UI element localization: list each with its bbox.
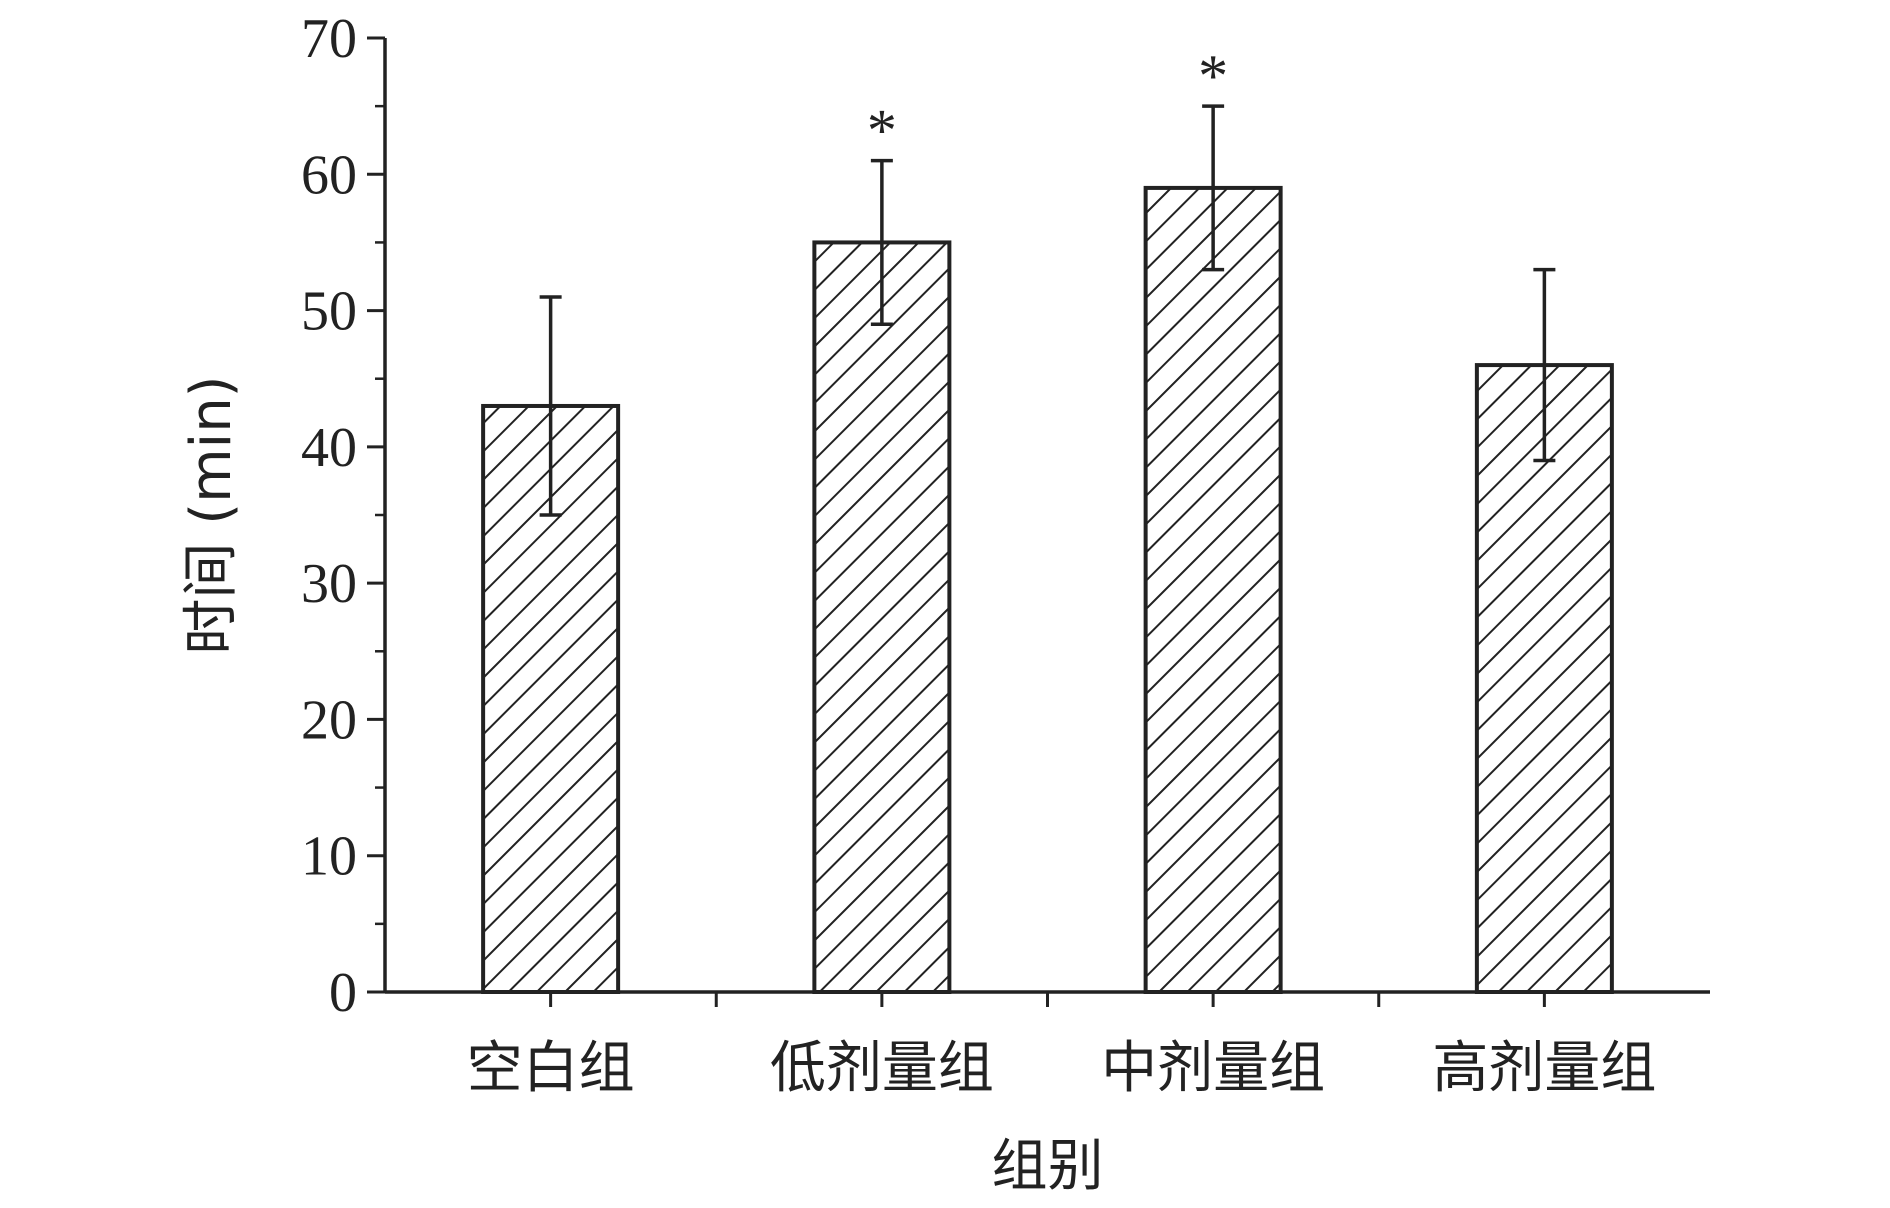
y-tick-label-1: 0: [329, 962, 357, 1024]
x-axis-title: 组别: [992, 1134, 1104, 1199]
x-tick-label-1: 空白组: [467, 1036, 635, 1101]
y-tick-label-7: 60: [301, 144, 357, 206]
y-tick-label-4: 30: [301, 553, 357, 615]
y-tick-label-6: 50: [301, 281, 357, 343]
y-tick-label-3: 20: [301, 689, 357, 751]
y-tick-label-5: 40: [301, 417, 357, 479]
bar-2: [812, 240, 952, 994]
bar-3: [1143, 185, 1283, 994]
y-axis-title: 时间 (min): [179, 375, 244, 654]
y-tick-label-2: 10: [301, 826, 357, 888]
bars-group: **: [481, 43, 1614, 995]
axes-group: 空白组 低剂量组 中剂量组 高剂量组 0 10 20 30 40 50 60 70: [301, 8, 1710, 1101]
significance-mark-2: *: [867, 98, 897, 164]
x-tick-label-4: 高剂量组: [1432, 1036, 1656, 1101]
y-tick-label-8: 70: [301, 8, 357, 70]
significance-mark-3: *: [1198, 43, 1228, 109]
x-tick-label-3: 中剂量组: [1101, 1036, 1325, 1101]
x-tick-label-2: 低剂量组: [770, 1036, 994, 1101]
